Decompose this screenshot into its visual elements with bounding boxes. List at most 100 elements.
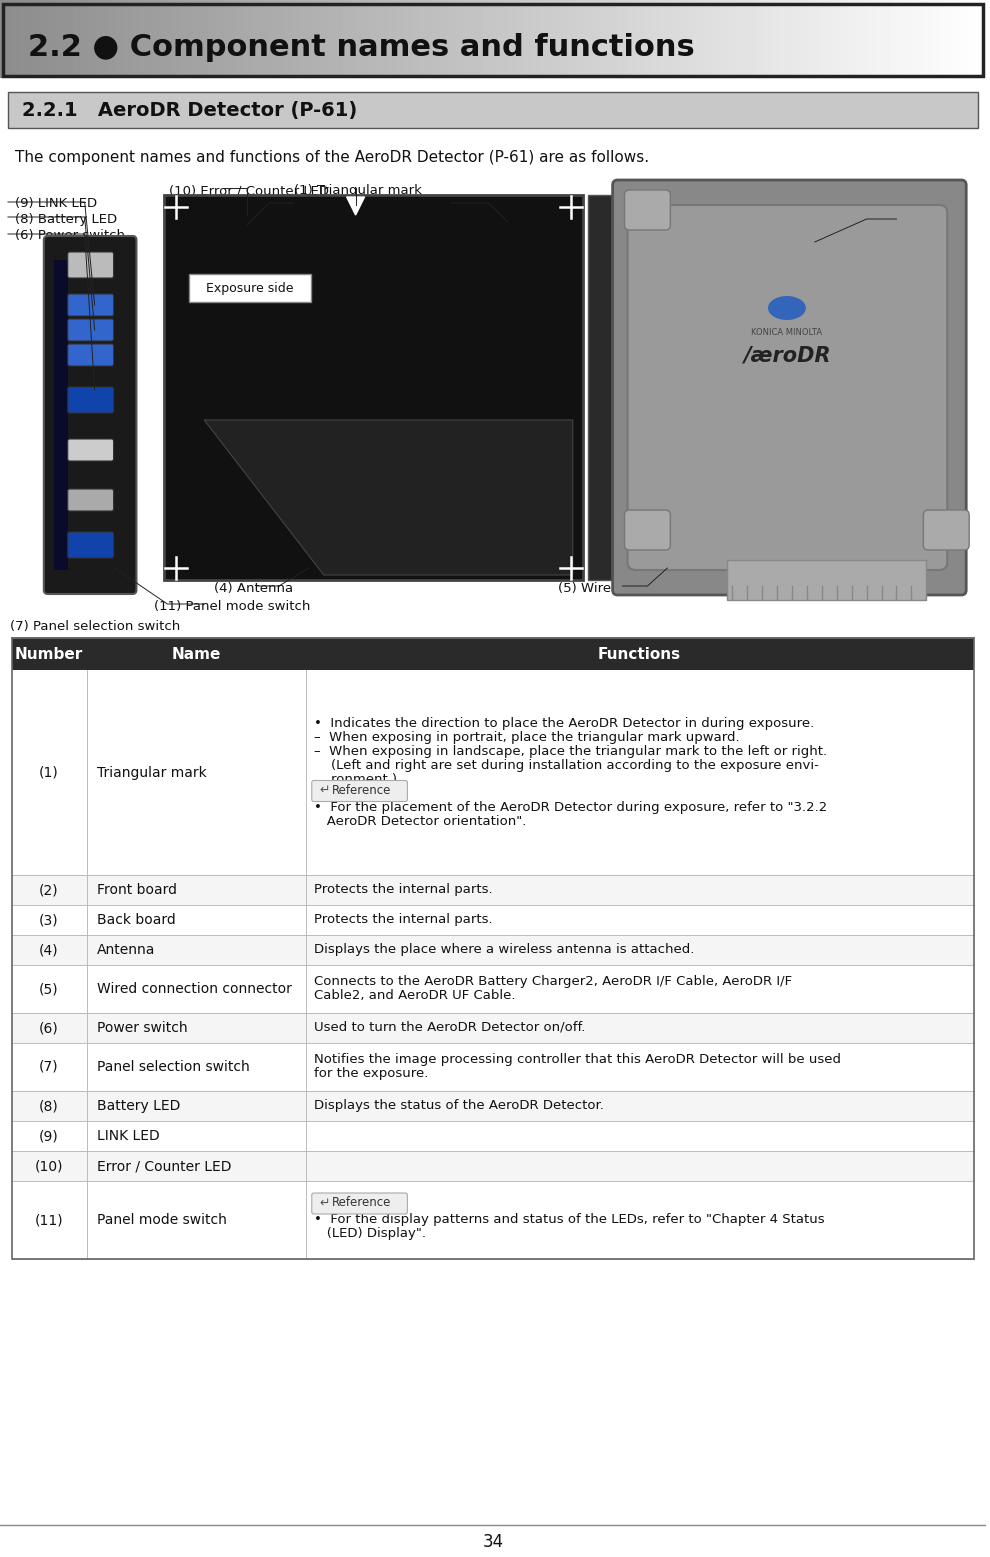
Bar (12, 638, 974, 670)
Text: (1): (1) (39, 766, 58, 780)
Text: (7): (7) (39, 1060, 58, 1074)
Text: (8): (8) (39, 1099, 58, 1113)
Text: (11) Panel mode switch: (11) Panel mode switch (154, 599, 311, 613)
Text: Used to turn the AeroDR Detector on/off.: Used to turn the AeroDR Detector on/off. (314, 1021, 585, 1034)
Text: Connects to the AeroDR Battery Charger2, AeroDR I/F Cable, AeroDR I/F: Connects to the AeroDR Battery Charger2,… (314, 975, 792, 989)
Bar (727, 561, 927, 599)
FancyBboxPatch shape (67, 344, 114, 366)
FancyBboxPatch shape (67, 252, 114, 279)
Text: (6) Power switch: (6) Power switch (15, 229, 125, 241)
Text: Battery LED: Battery LED (97, 1099, 180, 1113)
FancyBboxPatch shape (628, 206, 947, 570)
FancyBboxPatch shape (67, 319, 114, 341)
Bar (3, 5, 983, 76)
Text: Reference: Reference (332, 1196, 391, 1210)
Text: (Left and right are set during installation according to the exposure envi-: (Left and right are set during installat… (314, 758, 819, 772)
Bar (12, 670, 974, 875)
Bar (164, 195, 583, 581)
Text: Reference: Reference (332, 785, 391, 797)
Text: Wired connection connector: Wired connection connector (97, 982, 291, 996)
Text: Name: Name (171, 646, 221, 662)
Text: •  For the display patterns and status of the LEDs, refer to "Chapter 4 Status: • For the display patterns and status of… (314, 1213, 825, 1225)
Text: Cable2, and AeroDR UF Cable.: Cable2, and AeroDR UF Cable. (314, 989, 515, 1003)
Text: (5) Wired connection connector: (5) Wired connection connector (557, 582, 768, 595)
FancyBboxPatch shape (625, 190, 670, 230)
Text: Power switch: Power switch (97, 1021, 187, 1035)
Text: ↵: ↵ (320, 1196, 331, 1210)
Text: (10) Error / Counter LED: (10) Error / Counter LED (169, 184, 330, 198)
FancyBboxPatch shape (189, 274, 311, 302)
Text: for the exposure.: for the exposure. (314, 1067, 428, 1081)
Text: AeroDR Detector orientation".: AeroDR Detector orientation". (314, 814, 526, 827)
Text: (2) Front board: (2) Front board (254, 199, 353, 212)
Bar (12, 1043, 974, 1091)
Text: Protects the internal parts.: Protects the internal parts. (314, 912, 492, 926)
Text: (8) Battery LED: (8) Battery LED (15, 213, 117, 226)
Bar (53, 260, 67, 570)
Text: (LED) Display".: (LED) Display". (314, 1227, 426, 1239)
Text: Antenna: Antenna (97, 944, 155, 958)
Bar (12, 936, 974, 965)
FancyBboxPatch shape (44, 237, 137, 595)
Text: (4) Antenna: (4) Antenna (214, 582, 293, 595)
Text: 34: 34 (482, 1534, 504, 1551)
Text: (4): (4) (39, 944, 58, 958)
Text: ronment.): ronment.) (314, 772, 397, 785)
Text: Back board: Back board (97, 912, 175, 926)
Text: Triangular mark: Triangular mark (97, 766, 206, 780)
Bar (12, 1151, 974, 1182)
Text: Number: Number (15, 646, 83, 662)
Text: The component names and functions of the AeroDR Detector (P-61) are as follows.: The component names and functions of the… (15, 149, 649, 165)
Text: (3) Back board: (3) Back board (853, 215, 951, 227)
Text: Functions: Functions (598, 646, 681, 662)
Text: Front board: Front board (97, 883, 176, 897)
Polygon shape (346, 198, 364, 215)
Text: Notifies the image processing controller that this AeroDR Detector will be used: Notifies the image processing controller… (314, 1053, 841, 1067)
FancyBboxPatch shape (924, 511, 969, 550)
Bar (12, 965, 974, 1014)
Text: Displays the place where a wireless antenna is attached.: Displays the place where a wireless ante… (314, 944, 694, 956)
Text: •  For the placement of the AeroDR Detector during exposure, refer to "3.2.2: • For the placement of the AeroDR Detect… (314, 800, 827, 813)
Text: 2.2.1   AeroDR Detector (P-61): 2.2.1 AeroDR Detector (P-61) (22, 101, 357, 120)
Text: (10): (10) (35, 1158, 63, 1172)
Text: (7) Panel selection switch: (7) Panel selection switch (10, 620, 180, 634)
FancyBboxPatch shape (67, 294, 114, 316)
Bar (12, 638, 974, 1260)
Text: (9): (9) (39, 1129, 58, 1143)
FancyBboxPatch shape (312, 1193, 408, 1214)
Text: /æroDR: /æroDR (743, 346, 831, 364)
Text: (11): (11) (35, 1213, 63, 1227)
FancyBboxPatch shape (67, 489, 114, 511)
Text: –  When exposing in portrait, place the triangular mark upward.: – When exposing in portrait, place the t… (314, 730, 740, 744)
FancyBboxPatch shape (613, 181, 966, 595)
Bar (12, 1121, 974, 1151)
Text: KONICA MINOLTA: KONICA MINOLTA (751, 327, 823, 336)
Text: (9) LINK LED: (9) LINK LED (15, 198, 97, 210)
Polygon shape (204, 420, 573, 575)
FancyBboxPatch shape (312, 780, 408, 802)
Text: (2): (2) (39, 883, 58, 897)
Bar (12, 875, 974, 905)
Text: Displays the status of the AeroDR Detector.: Displays the status of the AeroDR Detect… (314, 1099, 604, 1112)
Text: (4) Antenna: (4) Antenna (398, 199, 477, 212)
Text: ↵: ↵ (320, 785, 331, 797)
Text: (3): (3) (39, 912, 58, 926)
Bar (12, 1091, 974, 1121)
Bar (12, 1014, 974, 1043)
Text: (5): (5) (39, 982, 58, 996)
Text: 2.2 ● Component names and functions: 2.2 ● Component names and functions (28, 33, 695, 61)
Text: Error / Counter LED: Error / Counter LED (97, 1158, 231, 1172)
Bar (12, 1182, 974, 1260)
Text: Panel mode switch: Panel mode switch (97, 1213, 227, 1227)
Text: –  When exposing in landscape, place the triangular mark to the left or right.: – When exposing in landscape, place the … (314, 744, 827, 758)
Text: LINK LED: LINK LED (97, 1129, 159, 1143)
Text: (1) Triangular mark: (1) Triangular mark (294, 184, 422, 198)
Ellipse shape (768, 296, 806, 321)
Text: Exposure side: Exposure side (206, 282, 294, 294)
Text: (6): (6) (39, 1021, 58, 1035)
FancyBboxPatch shape (67, 532, 114, 557)
FancyBboxPatch shape (625, 511, 670, 550)
Text: •  Indicates the direction to place the AeroDR Detector in during exposure.: • Indicates the direction to place the A… (314, 716, 814, 730)
Bar (8, 92, 978, 128)
FancyBboxPatch shape (67, 388, 114, 413)
